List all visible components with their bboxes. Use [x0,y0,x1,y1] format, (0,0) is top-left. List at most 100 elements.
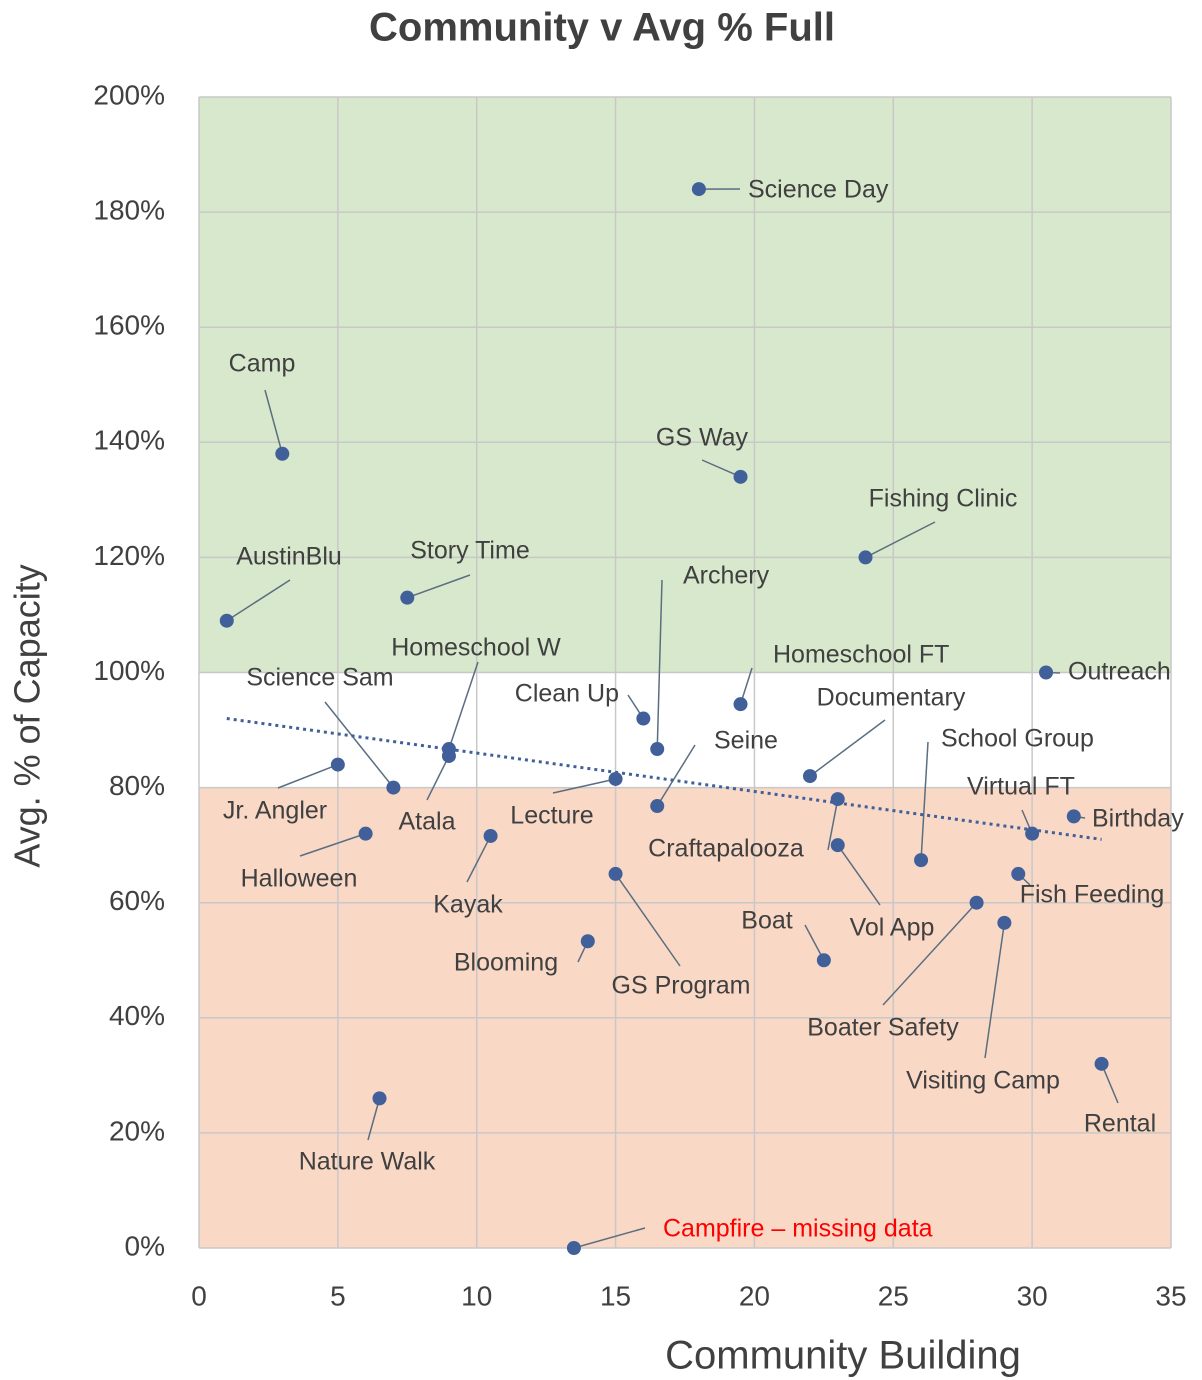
point [830,838,845,853]
point-label: Vol App [850,914,935,942]
point-label: Seine [714,727,778,755]
point [650,742,665,757]
x-axis-title: Community Building [665,1334,1021,1378]
leader-line [656,744,696,807]
leader-line [1100,1063,1119,1104]
point-label: Fishing Clinic [869,485,1018,513]
point-label: Rental [1084,1110,1156,1138]
point [275,446,290,461]
point [219,613,234,628]
point [1011,866,1026,881]
point-label: Visiting Camp [906,1067,1060,1095]
y-tick-label: 180% [93,194,165,225]
point [483,828,498,843]
leader-line [552,778,616,794]
point-label: Virtual FT [967,773,1075,801]
point [1025,826,1040,841]
point [400,590,415,605]
point-label: Atala [399,808,456,836]
point-label: Boater Safety [807,1014,959,1042]
point [386,780,401,795]
point [733,469,748,484]
y-tick-label: 20% [109,1115,165,1146]
x-tick-label: 30 [1017,1280,1048,1311]
x-tick-label: 25 [878,1280,909,1311]
y-axis-title: Avg. % of Capacity [7,564,48,868]
leader-line [448,661,479,750]
point-label: Clean Up [515,680,619,708]
leader-line [426,755,450,801]
y-tick-label: 80% [109,770,165,801]
leader-line [809,719,886,777]
y-tick-label: 140% [93,425,165,456]
leader-line [367,1098,381,1141]
point [608,866,623,881]
point-label: AustinBlu [236,543,342,571]
y-tick-label: 0% [125,1230,165,1261]
x-tick-label: 15 [600,1280,631,1311]
leader-line [324,701,394,789]
point-label: Science Day [748,176,889,204]
x-tick-label: 10 [461,1280,492,1311]
point-label: Homeschool FT [773,641,949,669]
leader-line [466,835,492,883]
point-label: Homeschool W [391,634,561,662]
leader-line [407,574,471,599]
point [608,771,623,786]
leader-line [865,521,936,559]
point [969,895,984,910]
point [914,853,929,868]
point [691,182,706,197]
point-label: GS Program [612,972,751,1000]
leader-line [299,832,366,857]
point-label: School Group [941,725,1094,753]
leader-line [701,459,741,478]
band [199,97,1171,673]
point-label: Boat [741,907,792,935]
point-label: Archery [683,562,770,590]
leader-line [573,1227,646,1249]
point-label: Halloween [241,865,358,893]
point-label: Fish Feeding [1020,881,1165,909]
point-label: Nature Walk [299,1148,436,1176]
y-tick-label: 40% [109,1000,165,1031]
band [199,672,1171,788]
x-tick-label: 5 [330,1280,346,1311]
trendline [226,717,1102,841]
chart-title: Community v Avg % Full [369,6,835,50]
point-label: Kayak [433,891,503,919]
leader-line [827,798,839,851]
y-tick-label: 60% [109,885,165,916]
point [566,1241,581,1255]
leader-line [837,844,881,906]
leader-line [656,579,663,750]
point-label: Birthday [1092,805,1184,833]
x-tick-label: 35 [1155,1280,1186,1311]
point-label: Outreach [1068,658,1171,686]
leader-line [277,763,339,789]
point [1094,1056,1109,1071]
point [580,934,595,949]
point [358,826,373,841]
leader-line [984,922,1006,1059]
point-label: Jr. Angler [223,797,327,825]
point [1039,665,1054,680]
point-label: Camp [229,350,296,378]
point [997,915,1012,930]
point-label: Documentary [817,684,966,712]
point-label: Craftapalooza [648,835,804,863]
y-tick-label: 160% [93,310,165,341]
x-tick-label: 20 [739,1280,770,1311]
point [441,748,456,763]
point [372,1091,387,1106]
x-tick-label: 0 [191,1280,207,1311]
point [733,697,748,712]
point [330,757,345,772]
leader-line [614,873,681,967]
leader-line [882,902,978,1006]
point [858,550,873,565]
point-label: Story Time [410,537,529,565]
point [830,792,845,807]
point-label: Science Sam [246,664,393,692]
